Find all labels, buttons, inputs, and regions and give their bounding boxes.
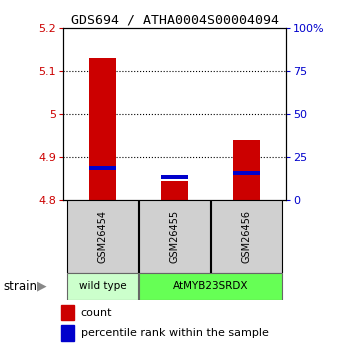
Text: percentile rank within the sample: percentile rank within the sample — [81, 328, 269, 338]
Bar — [89, 58, 116, 200]
Bar — [211, 200, 282, 273]
Bar — [161, 175, 188, 179]
Text: strain: strain — [4, 280, 37, 293]
Title: GDS694 / ATHA0004S00004094: GDS694 / ATHA0004S00004094 — [71, 13, 279, 27]
Text: count: count — [81, 308, 112, 318]
Text: GSM26456: GSM26456 — [242, 210, 252, 263]
Bar — [60, 305, 74, 320]
Bar — [67, 200, 138, 273]
Bar — [60, 325, 74, 341]
Bar — [233, 171, 260, 175]
Bar — [161, 181, 188, 200]
Bar — [89, 166, 116, 170]
Text: GSM26455: GSM26455 — [170, 210, 180, 263]
Bar — [139, 200, 210, 273]
Text: ▶: ▶ — [37, 280, 46, 293]
Bar — [233, 140, 260, 200]
Text: GSM26454: GSM26454 — [98, 210, 108, 263]
Bar — [139, 273, 282, 300]
Bar — [67, 273, 138, 300]
Text: wild type: wild type — [79, 282, 126, 291]
Text: AtMYB23SRDX: AtMYB23SRDX — [173, 282, 248, 291]
